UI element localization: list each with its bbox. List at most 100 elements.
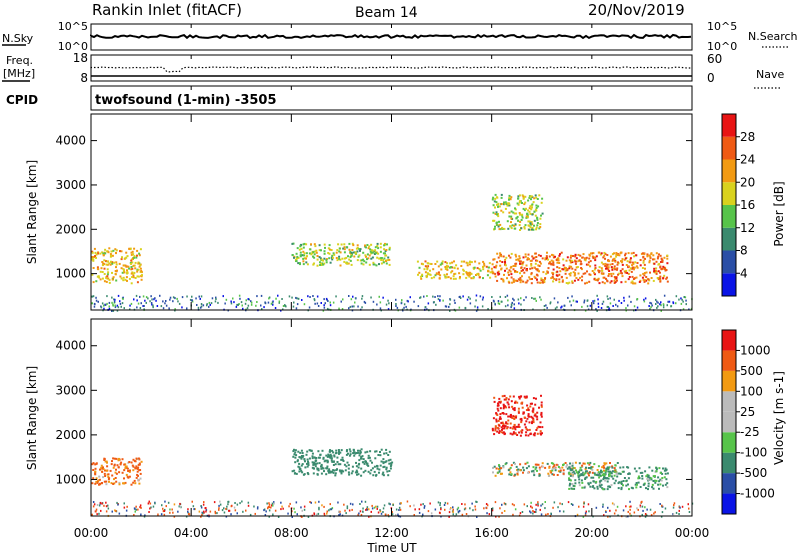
heatmap-cell	[179, 502, 181, 505]
heatmap-cell	[478, 268, 481, 271]
heatmap-cell	[105, 260, 107, 263]
heatmap-cell	[361, 500, 363, 503]
heatmap-cell	[187, 508, 189, 511]
heatmap-cell	[109, 263, 112, 266]
heatmap-cell	[131, 258, 134, 261]
heatmap-cell	[611, 267, 614, 270]
heatmap-cell	[113, 457, 116, 460]
heatmap-cell	[274, 509, 277, 512]
heatmap-cell	[94, 467, 97, 470]
heatmap-cell	[572, 503, 574, 506]
heatmap-cell	[313, 513, 316, 516]
heatmap-cell	[641, 471, 644, 474]
heatmap-cell	[466, 264, 469, 267]
heatmap-cell	[449, 298, 452, 301]
heatmap-cell	[533, 275, 536, 278]
heatmap-cell	[625, 484, 628, 487]
x-tick-label: 00:00	[675, 526, 710, 540]
heatmap-cell	[369, 450, 372, 453]
heatmap-cell	[330, 457, 333, 460]
heatmap-cell	[294, 472, 297, 475]
heatmap-cell	[587, 483, 590, 486]
heatmap-cell	[325, 454, 328, 457]
heatmap-cell	[91, 250, 94, 253]
heatmap-cell	[547, 267, 550, 270]
heatmap-cell	[375, 474, 377, 477]
heatmap-cell	[94, 470, 97, 473]
heatmap-cell	[106, 302, 108, 305]
heatmap-cell	[658, 467, 661, 470]
heatmap-cell	[632, 251, 635, 254]
x-tick-label: 12:00	[374, 526, 409, 540]
heatmap-cell	[333, 253, 336, 256]
heatmap-cell	[652, 254, 655, 257]
heatmap-cell	[434, 263, 437, 265]
heatmap-cell	[332, 252, 335, 255]
heatmap-cell	[382, 461, 385, 464]
heatmap-cell	[599, 253, 602, 256]
heatmap-cell	[371, 504, 373, 507]
heatmap-cell	[621, 275, 624, 278]
heatmap-cell	[601, 269, 604, 272]
heatmap-cell	[628, 265, 630, 268]
heatmap-cell	[543, 305, 546, 307]
heatmap-cell	[111, 262, 114, 265]
freq-right-tick-top: 60	[707, 52, 722, 66]
heatmap-cell	[635, 482, 638, 484]
heatmap-cell	[151, 303, 153, 306]
heatmap-cell	[102, 466, 104, 469]
heatmap-cell	[111, 254, 114, 257]
heatmap-cell	[540, 411, 543, 414]
heatmap-cell	[494, 197, 497, 200]
heatmap-cell	[250, 300, 252, 303]
heatmap-cell	[254, 512, 256, 515]
heatmap-cell	[468, 271, 471, 274]
heatmap-cell	[136, 270, 139, 273]
heatmap-cell	[509, 413, 512, 416]
heatmap-cell	[519, 279, 522, 281]
heatmap-cell	[331, 460, 334, 463]
heatmap-cell	[440, 262, 443, 265]
colorbar-frame	[721, 329, 737, 515]
heatmap-cell	[621, 258, 624, 261]
heatmap-cell	[608, 474, 611, 477]
heatmap-cell	[356, 471, 359, 474]
heatmap-cell	[232, 297, 234, 300]
heatmap-cell	[109, 260, 112, 263]
heatmap-cell	[550, 471, 553, 474]
heatmap-cell	[589, 260, 592, 263]
heatmap-cell	[114, 306, 117, 309]
heatmap-cell	[358, 248, 361, 251]
heatmap-cell	[160, 513, 163, 516]
heatmap-cell	[633, 266, 636, 269]
heatmap-cell	[350, 254, 353, 257]
heatmap-cell	[111, 460, 113, 463]
heatmap-cell	[610, 275, 613, 278]
heatmap-cell	[349, 250, 352, 253]
heatmap-cell	[444, 276, 447, 279]
heatmap-cell	[379, 454, 382, 457]
heatmap-cell	[338, 514, 340, 517]
heatmap-cell	[588, 463, 591, 466]
heatmap-cell	[541, 462, 544, 465]
heatmap-cell	[521, 262, 524, 265]
heatmap-cell	[362, 251, 365, 254]
heatmap-cell	[589, 304, 592, 307]
heatmap-cell	[540, 413, 543, 416]
heatmap-cell	[509, 466, 512, 469]
heatmap-cell	[541, 197, 544, 200]
heatmap-cell	[439, 295, 441, 298]
heatmap-cell	[128, 267, 131, 270]
heatmap-cell	[622, 484, 624, 487]
heatmap-cell	[573, 274, 576, 277]
heatmap-cell	[450, 507, 452, 510]
heatmap-cell	[589, 481, 592, 484]
freq-label-2: [MHz]	[3, 67, 35, 80]
heatmap-cell	[384, 252, 386, 255]
heatmap-cell	[579, 254, 582, 257]
heatmap-cell	[508, 269, 511, 272]
heatmap-cell	[553, 467, 556, 469]
heatmap-cell	[228, 509, 230, 512]
heatmap-cell	[506, 204, 509, 207]
heatmap-cell	[316, 255, 319, 257]
